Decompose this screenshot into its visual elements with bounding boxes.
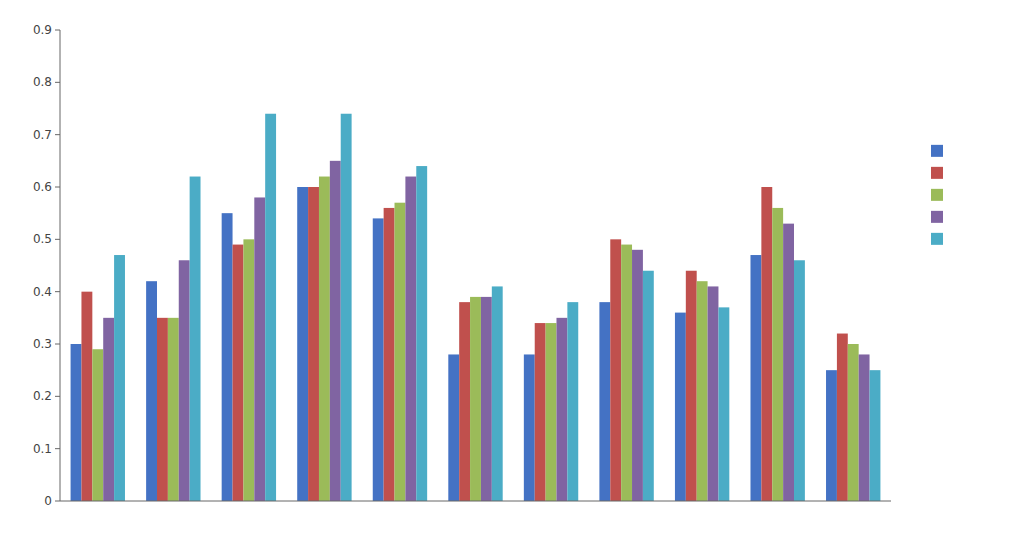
bar bbox=[470, 297, 481, 501]
bar bbox=[783, 224, 794, 501]
tick-mark bbox=[55, 187, 60, 188]
bar bbox=[319, 177, 330, 501]
tick-mark bbox=[55, 396, 60, 397]
bars bbox=[71, 114, 881, 501]
bar bbox=[761, 187, 772, 501]
bar bbox=[837, 334, 848, 501]
bar bbox=[448, 354, 459, 501]
bar bbox=[168, 318, 179, 501]
bar bbox=[556, 318, 567, 501]
bar bbox=[686, 271, 697, 501]
tick-label: 0 bbox=[44, 494, 52, 508]
bar bbox=[459, 302, 470, 501]
bar bbox=[308, 187, 319, 501]
bar bbox=[794, 260, 805, 501]
bar bbox=[772, 208, 783, 501]
tick-label: 0.5 bbox=[33, 232, 52, 246]
bar bbox=[114, 255, 125, 501]
bar bbox=[405, 177, 416, 501]
bar bbox=[750, 255, 761, 501]
tick-mark bbox=[55, 134, 60, 135]
bar bbox=[222, 213, 233, 501]
bar bbox=[71, 344, 82, 501]
bar bbox=[92, 349, 103, 501]
bar bbox=[243, 239, 254, 501]
bar bbox=[718, 307, 729, 501]
bar bbox=[416, 166, 427, 501]
tick-mark bbox=[55, 30, 60, 31]
chart: 0 0.1 0.2 0.3 0.4 0.5 0.6 0.7 0.8 0.9 bbox=[0, 0, 1021, 541]
bar bbox=[146, 281, 157, 501]
bar bbox=[103, 318, 114, 501]
x-axis-line bbox=[60, 501, 891, 502]
bar bbox=[373, 218, 384, 501]
bar bbox=[492, 286, 503, 501]
legend-swatch bbox=[931, 211, 943, 223]
bar bbox=[599, 302, 610, 501]
bar bbox=[233, 245, 244, 501]
bar bbox=[870, 370, 881, 501]
bar bbox=[254, 197, 265, 501]
tick-label: 0.4 bbox=[33, 285, 52, 299]
tick-label: 0.6 bbox=[33, 180, 52, 194]
legend-swatch bbox=[931, 145, 943, 157]
bar bbox=[341, 114, 352, 501]
bar bbox=[632, 250, 643, 501]
bar bbox=[524, 354, 535, 501]
bar bbox=[157, 318, 168, 501]
tick-mark bbox=[55, 448, 60, 449]
bar bbox=[697, 281, 708, 501]
bar bbox=[567, 302, 578, 501]
tick-label: 0.3 bbox=[33, 337, 52, 351]
tick-label: 0.8 bbox=[33, 75, 52, 89]
bar bbox=[481, 297, 492, 501]
tick-mark bbox=[55, 82, 60, 83]
bar bbox=[859, 354, 870, 501]
bar bbox=[330, 161, 341, 501]
bar bbox=[643, 271, 654, 501]
bar bbox=[826, 370, 837, 501]
bar bbox=[546, 323, 557, 501]
bar bbox=[190, 177, 201, 501]
tick-mark bbox=[55, 344, 60, 345]
bar bbox=[384, 208, 395, 501]
bar bbox=[81, 292, 92, 501]
y-axis: 0 0.1 0.2 0.3 0.4 0.5 0.6 0.7 0.8 0.9 bbox=[33, 23, 60, 508]
legend-swatch bbox=[931, 189, 943, 201]
bar bbox=[610, 239, 621, 501]
tick-label: 0.1 bbox=[33, 442, 52, 456]
tick-mark bbox=[55, 239, 60, 240]
legend-swatch bbox=[931, 233, 943, 245]
bar bbox=[297, 187, 308, 501]
tick-label: 0.7 bbox=[33, 128, 52, 142]
bar bbox=[535, 323, 546, 501]
bar bbox=[265, 114, 276, 501]
bar bbox=[848, 344, 859, 501]
bar bbox=[179, 260, 190, 501]
bar bbox=[708, 286, 719, 501]
y-axis-line bbox=[60, 30, 61, 501]
bar bbox=[621, 245, 632, 501]
bar bbox=[395, 203, 406, 501]
tick-mark bbox=[55, 291, 60, 292]
legend-swatch bbox=[931, 167, 943, 179]
bar bbox=[675, 313, 686, 501]
tick-label: 0.9 bbox=[33, 23, 52, 37]
tick-mark bbox=[55, 501, 60, 502]
tick-label: 0.2 bbox=[33, 389, 52, 403]
legend bbox=[931, 145, 943, 245]
